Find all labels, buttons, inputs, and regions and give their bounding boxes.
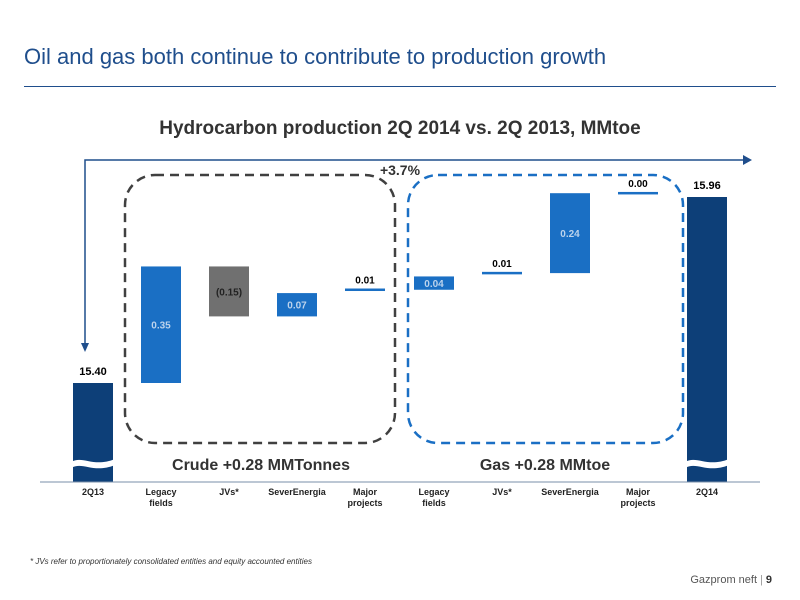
data-label-total: 15.40 bbox=[79, 366, 107, 378]
x-tick-label: Major projects bbox=[347, 487, 382, 508]
x-tick-label: Major projects bbox=[620, 487, 655, 508]
data-label-delta: 0.01 bbox=[492, 259, 512, 270]
data-label-delta: 0.07 bbox=[287, 301, 307, 312]
bar-total-2q14 bbox=[687, 197, 727, 482]
x-tick-label: SeverEnergia bbox=[268, 487, 327, 497]
data-label-delta: 0.35 bbox=[151, 321, 171, 332]
x-tick-label: JVs* bbox=[219, 487, 239, 497]
growth-percentage-label: +3.7% bbox=[380, 162, 421, 178]
axis-break-icon bbox=[685, 459, 729, 469]
bar-delta-thin bbox=[618, 191, 658, 195]
x-tick-label: Legacy fields bbox=[145, 487, 176, 508]
gas-group-box bbox=[406, 173, 685, 445]
group-label: Gas +0.28 MMtoe bbox=[480, 457, 610, 474]
bar-delta bbox=[141, 266, 181, 383]
page-number: 9 bbox=[765, 574, 772, 586]
x-tick-label: JVs* bbox=[492, 487, 512, 497]
bar-delta-thin bbox=[482, 271, 522, 275]
data-label-delta: 0.24 bbox=[560, 229, 580, 240]
group-label: Crude +0.28 MMTonnes bbox=[172, 457, 350, 474]
bar-delta bbox=[277, 293, 317, 317]
x-tick-label: 2Q14 bbox=[696, 487, 718, 497]
x-tick-label: SeverEnergia bbox=[541, 487, 600, 497]
bar-delta-thin bbox=[345, 288, 385, 292]
growth-arrow-tail bbox=[81, 343, 89, 352]
company-name: Gazprom neft bbox=[690, 574, 758, 586]
data-label-delta: 0.01 bbox=[355, 276, 375, 287]
footer-separator: | bbox=[760, 574, 763, 586]
data-label-delta: 0.00 bbox=[628, 179, 648, 190]
bar-delta bbox=[550, 193, 590, 274]
bar-delta bbox=[414, 276, 454, 290]
chart-title: Hydrocarbon production 2Q 2014 vs. 2Q 20… bbox=[159, 118, 641, 139]
data-label-delta: (0.15) bbox=[216, 287, 242, 298]
data-label-total: 15.96 bbox=[693, 180, 721, 192]
x-tick-label: Legacy fields bbox=[418, 487, 449, 508]
data-label-delta: 0.04 bbox=[424, 279, 444, 290]
growth-arrow-head bbox=[743, 155, 752, 165]
growth-arrow-line bbox=[84, 159, 745, 345]
footnote: * JVs refer to proportionately consolida… bbox=[30, 557, 312, 566]
x-tick-label: 2Q13 bbox=[82, 487, 104, 497]
bar-delta bbox=[209, 266, 249, 317]
title-divider bbox=[24, 86, 776, 87]
slide-title: Oil and gas both continue to contribute … bbox=[24, 44, 607, 69]
footer: Gazprom neft | 9 bbox=[690, 574, 772, 586]
crude-group-box bbox=[123, 173, 397, 445]
axis-break-icon bbox=[71, 459, 115, 469]
